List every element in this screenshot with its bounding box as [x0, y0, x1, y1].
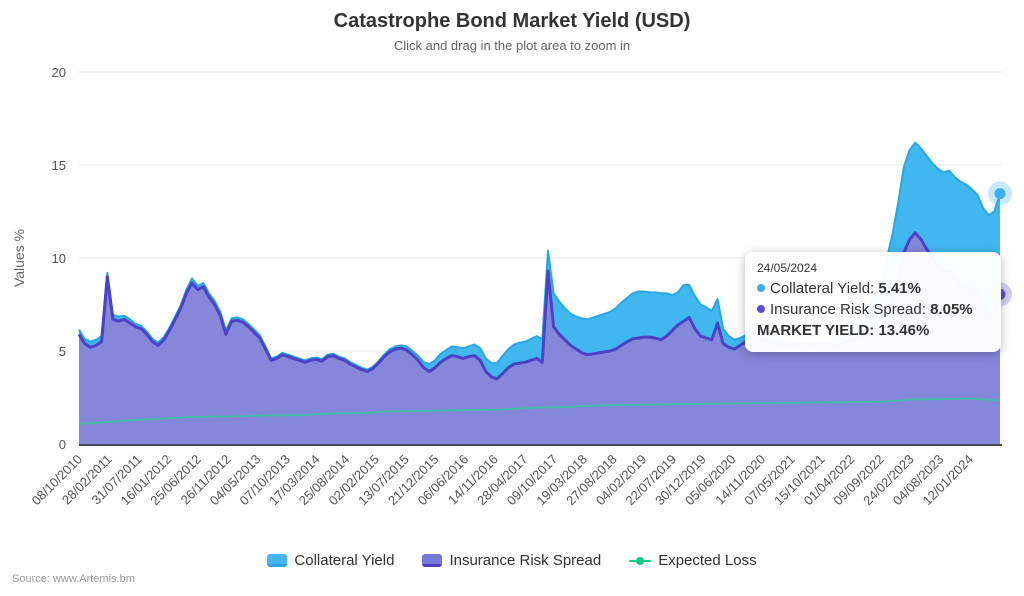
tooltip-series-label: Insurance Risk Spread: — [770, 301, 926, 318]
tooltip-market-yield: MARKET YIELD: 13.46% — [757, 320, 989, 342]
tooltip-row-collateral-yield: Collateral Yield: 5.41% — [757, 278, 989, 299]
chart-subtitle: Click and drag in the plot area to zoom … — [393, 38, 631, 53]
collateral-yield-bullet-icon — [757, 284, 765, 292]
tooltip-series-value: 5.41% — [878, 280, 921, 297]
source-credit: Source: www.Artemis.bm — [12, 573, 135, 585]
y-axis-label: 0 — [59, 437, 66, 452]
chart-title: Catastrophe Bond Market Yield (USD) — [333, 10, 691, 32]
tooltip-date: 24/05/2024 — [757, 261, 818, 275]
legend-item-collateral-yield[interactable]: Collateral Yield — [267, 552, 394, 569]
tooltip-row-insurance-risk-spread: Insurance Risk Spread: 8.05% — [757, 299, 989, 320]
y-axis-label: 10 — [52, 251, 66, 266]
collateral-yield-marker[interactable] — [994, 188, 1006, 200]
expected-loss-swatch-icon — [629, 556, 652, 566]
y-axis-title: Values % — [11, 229, 27, 287]
y-axis-label: 5 — [59, 344, 66, 359]
expected-loss-line[interactable] — [79, 397, 1001, 425]
y-axis-label: 15 — [52, 158, 66, 173]
legend-item-insurance-risk-spread[interactable]: Insurance Risk Spread — [422, 552, 601, 569]
legend-label: Collateral Yield — [294, 552, 395, 569]
tooltip-series-label: Collateral Yield: — [770, 280, 875, 297]
insurance-risk-spread-swatch-icon — [422, 554, 443, 567]
collateral-yield-swatch-icon — [267, 554, 288, 567]
collateral-yield-area[interactable] — [79, 142, 1000, 379]
legend-label: Insurance Risk Spread — [449, 552, 602, 569]
market-yield-value: 13.46% — [878, 322, 930, 339]
legend: Collateral Yield Insurance Risk Spread E… — [0, 552, 1024, 569]
tooltip: 24/05/2024 Collateral Yield: 5.41% Insur… — [745, 252, 1001, 352]
tooltip-series-value: 8.05% — [930, 301, 973, 318]
market-yield-label: MARKET YIELD: — [757, 322, 875, 339]
insurance-risk-spread-area[interactable] — [79, 232, 1000, 444]
legend-item-expected-loss[interactable]: Expected Loss — [629, 552, 757, 569]
insurance-risk-spread-bullet-icon — [757, 305, 765, 313]
legend-label: Expected Loss — [658, 552, 757, 569]
y-axis-label: 20 — [52, 65, 66, 80]
